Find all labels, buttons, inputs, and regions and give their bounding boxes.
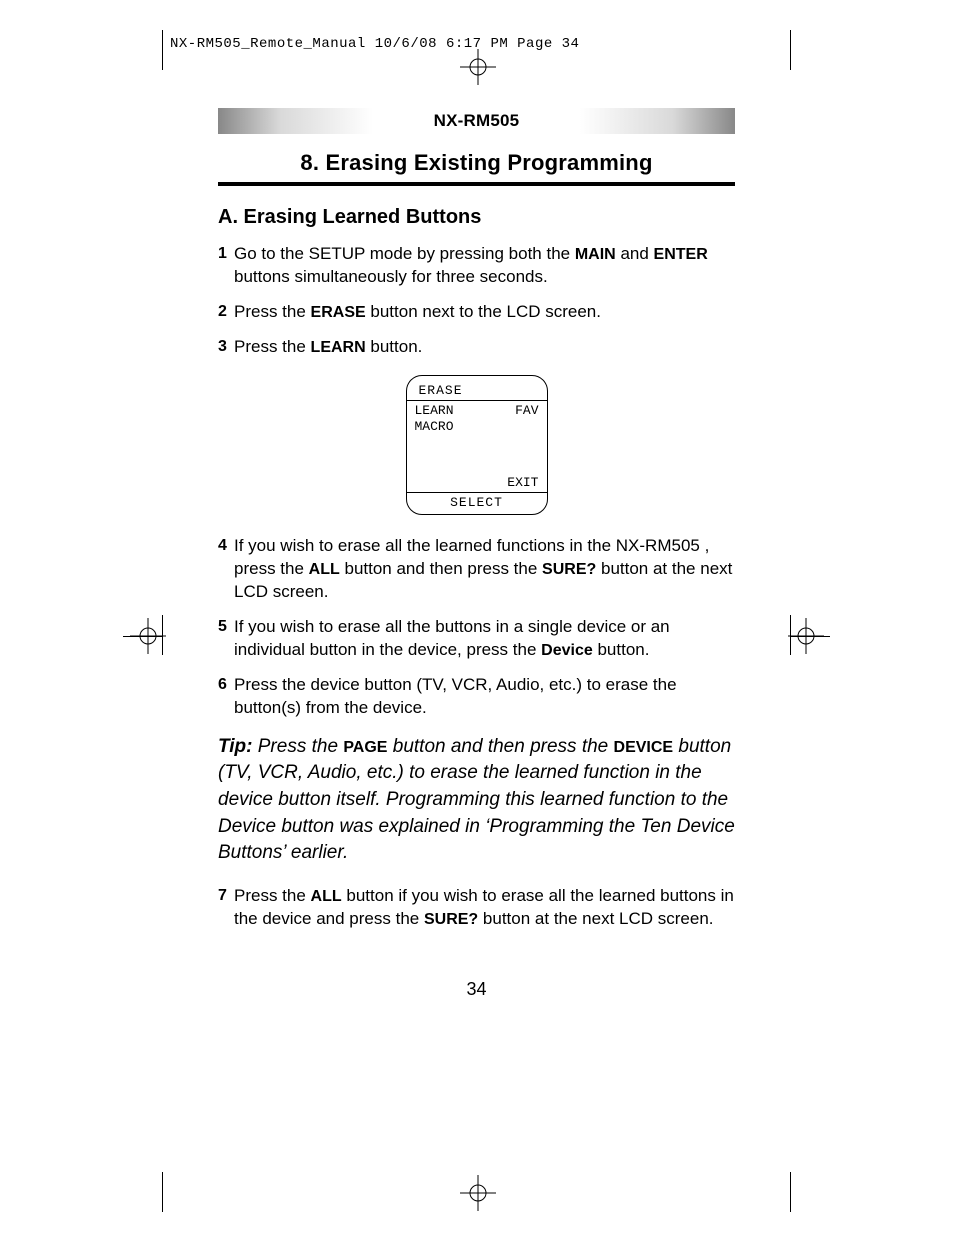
step-number: 5 [218, 616, 234, 638]
lcd-item-fav: FAV [515, 404, 538, 418]
tip-label: Tip: [218, 736, 252, 757]
section-title: 8. Erasing Existing Programming [218, 150, 735, 176]
step-5: 5 If you wish to erase all the buttons i… [218, 616, 735, 662]
step-body: If you wish to erase all the buttons in … [234, 616, 735, 662]
lcd-divider [407, 492, 547, 493]
registration-mark [130, 618, 166, 654]
page-number: 34 [218, 979, 735, 1000]
step-body: Press the ALL button if you wish to eras… [234, 885, 735, 931]
lcd-item-exit: EXIT [413, 476, 541, 490]
lcd-item-macro: MACRO [415, 420, 454, 434]
step-body: Press the ERASE button next to the LCD s… [234, 301, 735, 324]
section-rule [218, 182, 735, 186]
registration-mark [460, 1175, 496, 1211]
step-number: 6 [218, 674, 234, 696]
lcd-item-select: SELECT [413, 495, 541, 510]
step-number: 4 [218, 535, 234, 557]
step-body: Press the device button (TV, VCR, Audio,… [234, 674, 735, 720]
model-title-bar: NX-RM505 [218, 108, 735, 134]
crop-mark [790, 30, 791, 70]
crop-mark [162, 1172, 163, 1212]
step-number: 7 [218, 885, 234, 907]
lcd-row: MACRO [413, 419, 541, 435]
tip-paragraph: Tip: Press the PAGE button and then pres… [218, 734, 735, 867]
registration-mark [788, 618, 824, 654]
step-1: 1 Go to the SETUP mode by pressing both … [218, 243, 735, 289]
lcd-item-learn: LEARN [415, 404, 454, 418]
subheading: A. Erasing Learned Buttons [218, 206, 735, 229]
lcd-illustration: ERASE LEARN FAV MACRO EXIT SELECT [218, 375, 735, 515]
page-content: NX-RM505 8. Erasing Existing Programming… [218, 108, 735, 1000]
file-meta-header: NX-RM505_Remote_Manual 10/6/08 6:17 PM P… [170, 36, 579, 52]
step-body: Press the LEARN button. [234, 336, 735, 359]
step-2: 2 Press the ERASE button next to the LCD… [218, 301, 735, 324]
lcd-title: ERASE [413, 384, 541, 398]
step-number: 3 [218, 336, 234, 358]
crop-mark [790, 1172, 791, 1212]
step-4: 4 If you wish to erase all the learned f… [218, 535, 735, 604]
lcd-row: LEARN FAV [413, 403, 541, 419]
step-body: If you wish to erase all the learned fun… [234, 535, 735, 604]
registration-mark [460, 49, 496, 85]
step-number: 2 [218, 301, 234, 323]
step-number: 1 [218, 243, 234, 265]
step-7: 7 Press the ALL button if you wish to er… [218, 885, 735, 931]
step-6: 6 Press the device button (TV, VCR, Audi… [218, 674, 735, 720]
step-body: Go to the SETUP mode by pressing both th… [234, 243, 735, 289]
lcd-screen: ERASE LEARN FAV MACRO EXIT SELECT [406, 375, 548, 515]
lcd-divider [407, 400, 547, 401]
step-3: 3 Press the LEARN button. [218, 336, 735, 359]
crop-mark [162, 30, 163, 70]
